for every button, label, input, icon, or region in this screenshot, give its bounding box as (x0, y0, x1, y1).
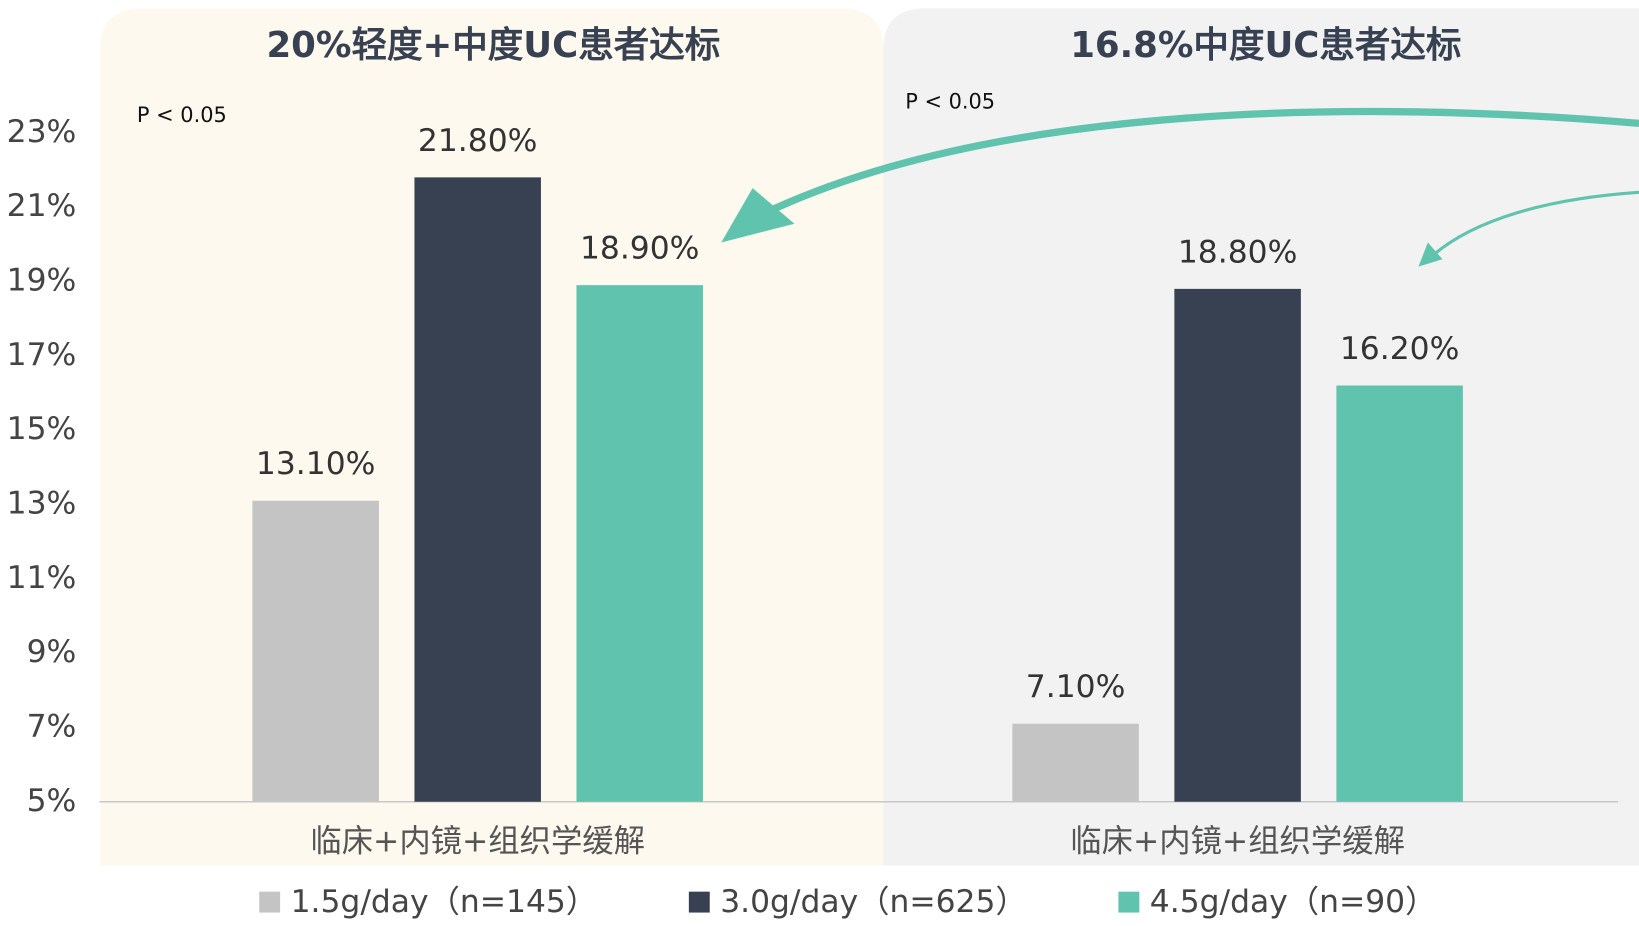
bar (1174, 288, 1301, 802)
value-label: 18.80% (1178, 234, 1298, 270)
arrow-head (721, 188, 795, 243)
x-tick-label: 临床+内镜+组织学缓解 (1070, 824, 1405, 860)
legend-swatch (259, 891, 281, 913)
y-tick-label: 23% (7, 114, 77, 150)
annotation: P < 0.05 (905, 89, 995, 113)
y-tick-label: 7% (27, 708, 77, 744)
bar (1012, 723, 1139, 802)
legend-swatch (688, 891, 710, 913)
y-tick-label: 9% (27, 634, 77, 670)
bar (252, 500, 379, 802)
y-tick-label: 11% (7, 560, 77, 596)
value-label: 13.10% (256, 446, 376, 482)
y-tick-label: 21% (7, 188, 77, 224)
y-tick-label: 15% (7, 411, 77, 447)
legend-label: 4.5g/day（n=90） (1150, 884, 1437, 920)
legend-label: 3.0g/day（n=625） (720, 884, 1027, 920)
bar (576, 285, 703, 802)
value-label: 7.10% (1026, 669, 1126, 705)
legend-swatch (1118, 891, 1140, 913)
value-label: 21.80% (418, 123, 538, 159)
panel-title: 20%轻度+中度UC患者达标 (266, 25, 720, 66)
arrow (1431, 190, 1639, 258)
legend-label: 1.5g/day（n=145） (291, 884, 598, 920)
value-label: 18.90% (580, 231, 700, 267)
value-label: 16.20% (1340, 331, 1460, 367)
annotation: P < 0.05 (137, 103, 227, 127)
x-tick-label: 临床+内镜+组织学缓解 (310, 824, 645, 860)
y-tick-label: 13% (7, 485, 77, 521)
bar (414, 177, 541, 802)
arrow (771, 107, 1639, 213)
y-tick-label: 19% (7, 262, 77, 298)
y-tick-label: 5% (27, 783, 77, 819)
bar (1336, 385, 1463, 802)
y-tick-label: 17% (7, 337, 77, 373)
panel-title: 16.8%中度UC患者达标 (1070, 25, 1461, 66)
arrow-head (1418, 242, 1443, 267)
